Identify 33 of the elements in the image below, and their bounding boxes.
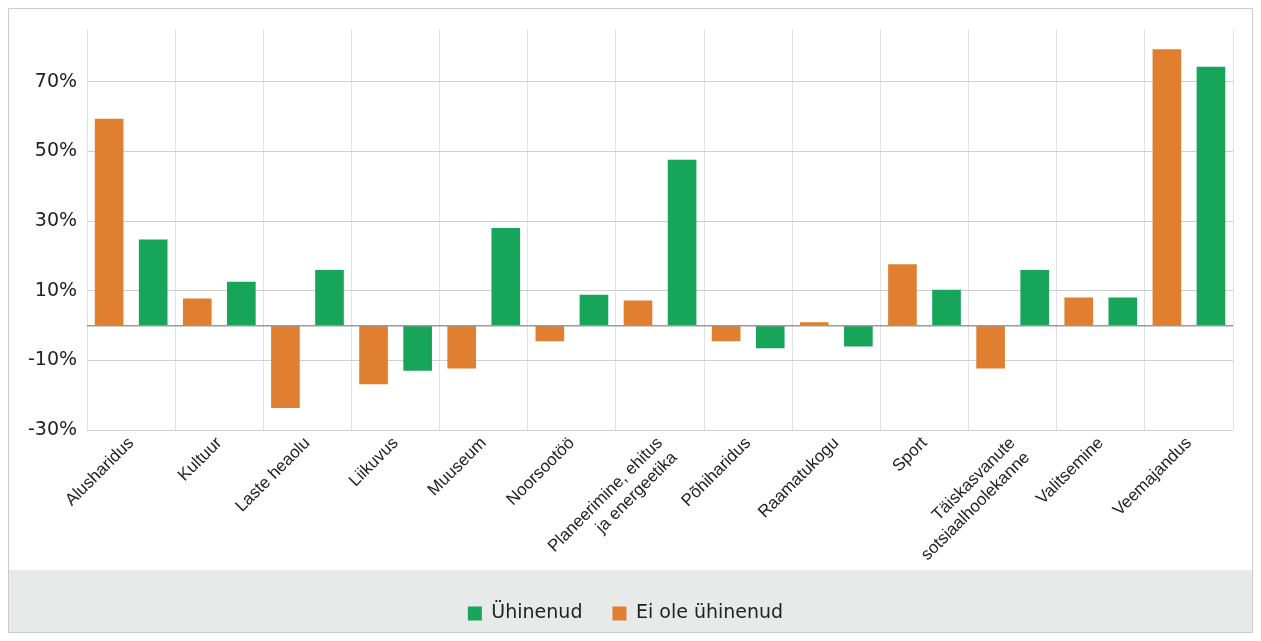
bar: [1020, 269, 1049, 326]
y-tick-label: 10%: [34, 277, 78, 300]
bar: [1108, 297, 1138, 326]
bar: [579, 294, 609, 326]
y-tick-label: 70%: [34, 68, 78, 91]
bar: [755, 325, 785, 349]
bar: [138, 239, 168, 326]
bar: [667, 159, 697, 326]
bar: [491, 228, 521, 326]
bar: [932, 289, 961, 326]
bar: [271, 325, 300, 408]
bar: [227, 281, 256, 326]
legend-label: Ühinenud: [491, 600, 583, 623]
bar: [976, 325, 1005, 369]
y-tick-label: -10%: [27, 347, 78, 370]
bar: [1152, 49, 1182, 326]
bar: [94, 118, 124, 326]
y-tick-label: 30%: [34, 208, 78, 231]
bar: [623, 300, 653, 326]
bar: [182, 298, 212, 326]
y-tick-label: -30%: [27, 417, 78, 440]
bar: [535, 325, 565, 342]
bar: [315, 269, 344, 326]
bar: [844, 325, 873, 347]
legend-label: Ei ole ühinenud: [635, 600, 784, 623]
bar: [1196, 66, 1226, 326]
bar: [711, 325, 741, 342]
bar: [359, 325, 388, 385]
y-tick-label: 50%: [34, 138, 78, 161]
bar: [447, 325, 477, 369]
bar: [403, 325, 432, 371]
bar: [888, 264, 917, 326]
bar: [1064, 297, 1094, 326]
